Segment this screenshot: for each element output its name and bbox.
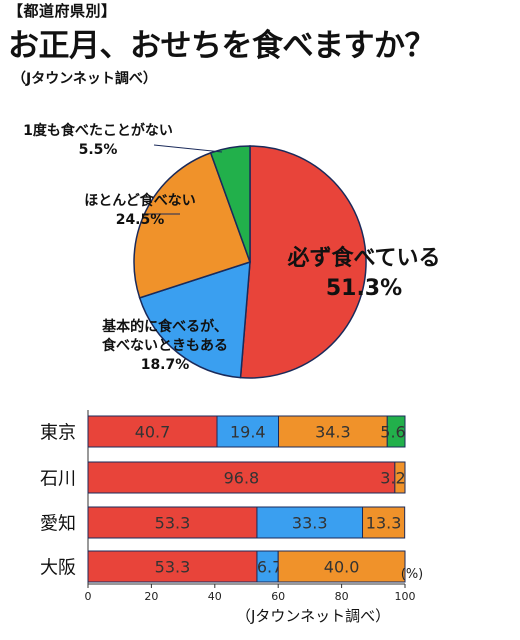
category-tag: 【都道府県別】 (8, 2, 117, 20)
x-tick-label: 80 (335, 590, 349, 603)
pie-label-always-name: 必ず食べている (287, 246, 441, 271)
bar-segment-rarely (278, 415, 388, 448)
bar-segment-rarely (394, 461, 406, 494)
pie-slice-never (209, 145, 251, 263)
pie-label-never-name: 1度も食べたことがない (23, 123, 173, 139)
pie-label-always: 必ず食べている 51.3% (264, 244, 464, 304)
bar-value-label: 5.6 (380, 423, 405, 442)
bar-value-label: 40.7 (135, 423, 171, 442)
source-label: （Jタウンネット調べ） (12, 71, 157, 87)
x-tick-label: 0 (85, 590, 92, 603)
pie-label-rarely-name: ほとんど食べない (84, 193, 196, 209)
bar-value-label: 3.2 (380, 469, 405, 488)
pie-slice-always (239, 145, 367, 379)
x-tick-label: 40 (208, 590, 222, 603)
chart-title: お正月、おせちを食べますか？ (8, 28, 436, 64)
pie-slice-rarely (133, 151, 251, 299)
pie-label-sometimes: 基本的に食べるが、 食べないときもある 18.7% (80, 318, 250, 375)
x-tick-label: 60 (271, 590, 285, 603)
bar-value-label: 53.3 (155, 558, 191, 577)
category-label: 愛知 (40, 514, 76, 535)
category-label: 大阪 (40, 558, 76, 579)
pie-slice-sometimes (138, 260, 251, 379)
bar-segment-never (386, 415, 406, 448)
bar-value-label: 34.3 (315, 423, 351, 442)
bar-source-label: （Jタウンネット調べ） (236, 607, 391, 625)
x-tick-label: 100 (395, 590, 416, 603)
pie-label-always-value: 51.3% (325, 276, 403, 301)
bar-value-label: 53.3 (155, 514, 191, 533)
bar-segment-always (87, 550, 258, 583)
unit-label: (%) (401, 567, 424, 582)
bar-segment-sometimes (256, 506, 364, 539)
bar-segment-rarely (277, 550, 406, 583)
bar-value-label: 33.3 (292, 514, 328, 533)
bar-value-label: 40.0 (324, 558, 360, 577)
bar-segment-always (87, 415, 218, 448)
pie-leader-line-never (153, 144, 223, 153)
pie-label-sometimes-line1: 基本的に食べるが、 (102, 319, 228, 335)
category-label: 東京 (40, 423, 76, 444)
pie-label-rarely: ほとんど食べない 24.5% (70, 192, 210, 230)
pie-label-sometimes-line2: 食べないときもある (102, 338, 228, 354)
bar-value-label: 19.4 (230, 423, 266, 442)
pie-label-never-value: 5.5% (78, 142, 118, 158)
bar-value-label: 96.8 (224, 469, 260, 488)
bar-value-label: 13.3 (366, 514, 402, 533)
bar-segment-rarely (362, 506, 406, 539)
bar-segment-always (87, 461, 396, 494)
category-label: 石川 (40, 469, 76, 490)
pie-label-sometimes-value: 18.7% (140, 357, 190, 373)
pie-label-rarely-value: 24.5% (115, 212, 165, 228)
bar-segment-always (87, 506, 258, 539)
x-tick-label: 20 (144, 590, 158, 603)
pie-label-never: 1度も食べたことがない 5.5% (10, 122, 186, 160)
bar-value-label: 6.7 (257, 558, 282, 577)
